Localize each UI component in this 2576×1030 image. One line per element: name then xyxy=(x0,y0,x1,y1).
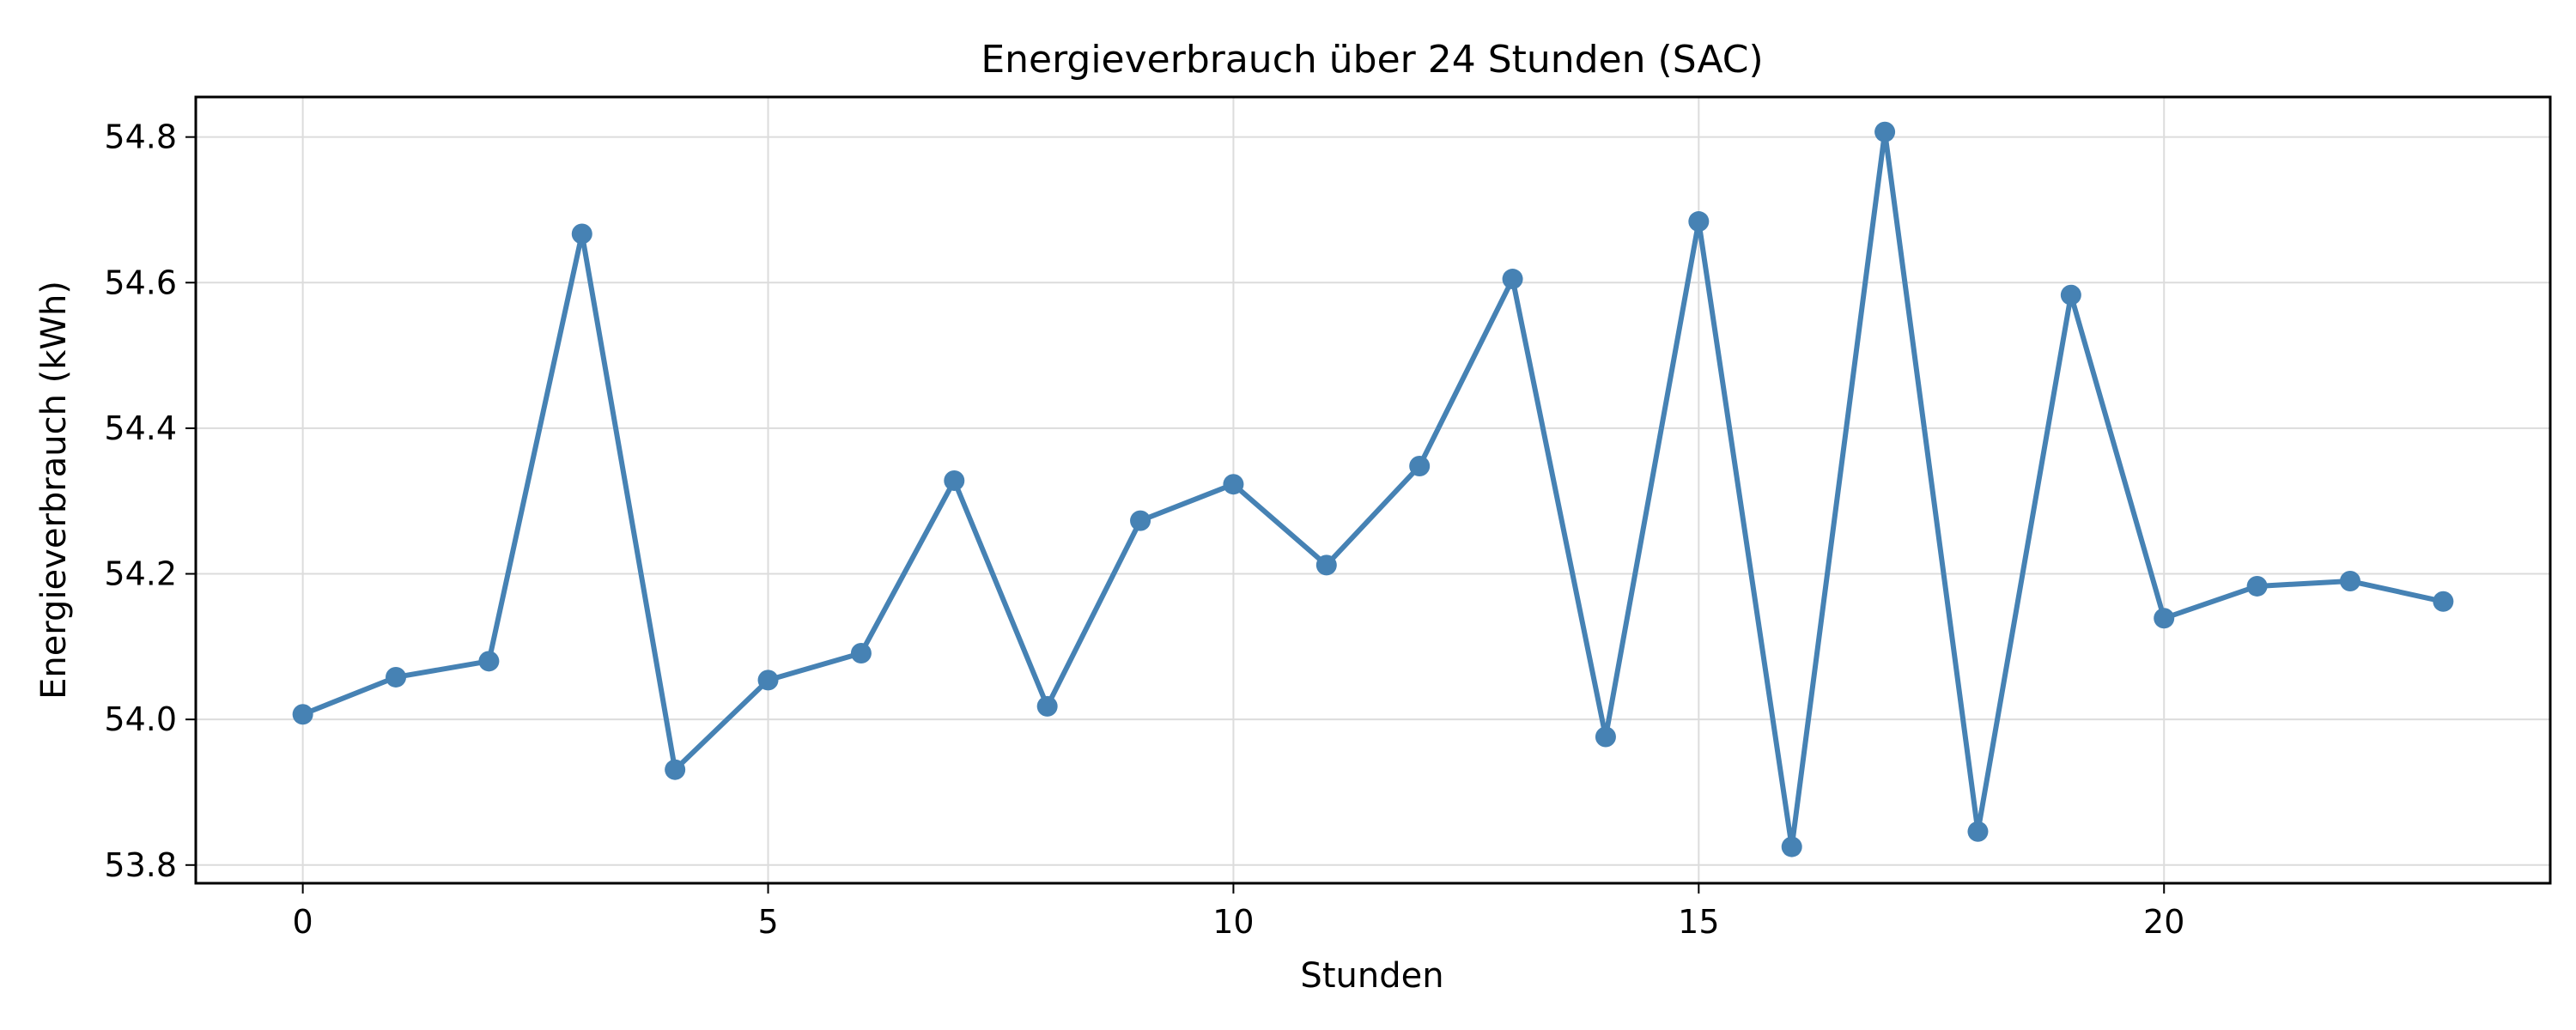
chart-title: Energieverbrauch über 24 Stunden (SAC) xyxy=(981,38,1763,82)
y-tick-label: 54.2 xyxy=(104,555,177,593)
data-point xyxy=(757,670,779,691)
x-tick-label: 15 xyxy=(1678,903,1719,941)
data-point xyxy=(2154,608,2175,629)
data-point xyxy=(1130,510,1151,531)
x-tick-label: 10 xyxy=(1212,903,1254,941)
data-point xyxy=(1874,121,1896,142)
data-point xyxy=(1595,726,1616,748)
data-point xyxy=(1036,695,1058,717)
x-tick-label: 5 xyxy=(757,903,778,941)
data-point xyxy=(1688,211,1710,233)
data-point xyxy=(944,470,965,491)
data-point xyxy=(1223,474,1244,495)
x-tick-label: 0 xyxy=(293,903,313,941)
grid-layer xyxy=(196,97,2550,883)
y-axis-label: Energieverbrauch (kWh) xyxy=(34,281,74,700)
data-point xyxy=(1967,821,1989,842)
data-point xyxy=(2433,591,2454,612)
plot-frame xyxy=(194,95,2552,885)
axis-ticks: 0 5 10 15 20 53.8 54.0 54.2 54.4 54.6 54.8 xyxy=(104,118,2184,941)
y-tick-label: 54.0 xyxy=(104,700,177,738)
data-point xyxy=(2060,284,2081,306)
data-point xyxy=(292,704,313,725)
y-tick-label: 54.6 xyxy=(104,264,177,301)
data-point xyxy=(2246,575,2268,597)
data-point xyxy=(571,223,592,245)
series-line xyxy=(300,129,2446,850)
y-tick-label: 54.4 xyxy=(104,409,177,447)
data-point xyxy=(1409,456,1431,477)
data-point xyxy=(1781,836,1802,857)
y-tick-label: 53.8 xyxy=(104,846,177,884)
data-point xyxy=(2339,571,2360,592)
series-layer xyxy=(292,121,2454,857)
data-point xyxy=(1315,554,1337,576)
data-point xyxy=(850,642,872,663)
x-tick-label: 20 xyxy=(2143,903,2184,941)
x-axis-label: Stunden xyxy=(1300,956,1443,996)
data-point xyxy=(1502,269,1523,290)
data-point xyxy=(478,651,500,672)
y-tick-label: 54.8 xyxy=(104,118,177,156)
data-point xyxy=(665,759,686,780)
data-point xyxy=(386,666,407,688)
